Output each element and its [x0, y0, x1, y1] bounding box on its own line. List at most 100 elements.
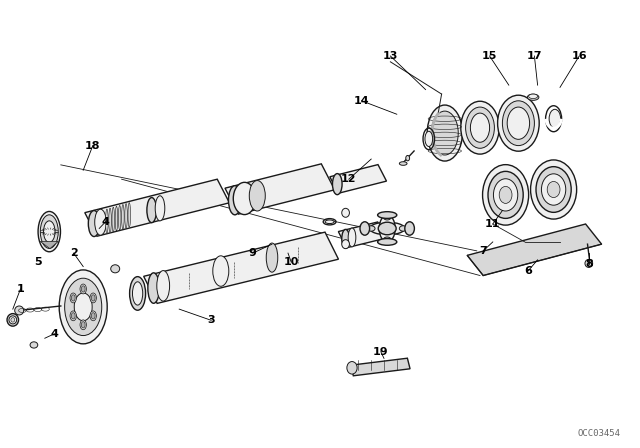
Ellipse shape — [399, 162, 407, 165]
Text: 6: 6 — [524, 266, 532, 276]
Ellipse shape — [428, 105, 463, 161]
Ellipse shape — [488, 172, 524, 219]
Ellipse shape — [148, 273, 159, 303]
Text: 14: 14 — [354, 96, 369, 106]
Ellipse shape — [406, 155, 410, 161]
Ellipse shape — [157, 271, 170, 301]
Ellipse shape — [155, 196, 165, 221]
Ellipse shape — [531, 160, 577, 219]
Ellipse shape — [212, 256, 229, 286]
Ellipse shape — [470, 113, 490, 142]
Polygon shape — [467, 224, 602, 276]
Ellipse shape — [547, 181, 560, 198]
Text: 12: 12 — [341, 174, 356, 184]
Ellipse shape — [128, 202, 131, 227]
Ellipse shape — [70, 311, 76, 321]
Ellipse shape — [90, 293, 97, 303]
Ellipse shape — [228, 186, 241, 215]
Text: 19: 19 — [373, 347, 388, 357]
Ellipse shape — [130, 276, 146, 310]
Ellipse shape — [95, 209, 106, 235]
Ellipse shape — [80, 320, 86, 330]
Ellipse shape — [360, 222, 370, 235]
Ellipse shape — [325, 220, 334, 224]
Ellipse shape — [92, 313, 95, 319]
Text: 8: 8 — [585, 259, 593, 269]
Ellipse shape — [425, 131, 433, 146]
Text: 11: 11 — [485, 219, 500, 229]
Ellipse shape — [30, 342, 38, 348]
Ellipse shape — [498, 95, 540, 151]
Polygon shape — [40, 241, 58, 249]
Ellipse shape — [118, 205, 121, 230]
Text: 13: 13 — [383, 51, 398, 61]
Ellipse shape — [502, 101, 534, 146]
Ellipse shape — [348, 228, 356, 247]
Ellipse shape — [499, 186, 512, 203]
Ellipse shape — [380, 215, 396, 242]
Ellipse shape — [405, 222, 415, 235]
Ellipse shape — [81, 286, 85, 292]
Ellipse shape — [111, 265, 120, 273]
Ellipse shape — [88, 211, 100, 237]
Ellipse shape — [234, 182, 256, 215]
Text: 3: 3 — [207, 315, 215, 325]
Ellipse shape — [106, 209, 108, 234]
Text: 10: 10 — [284, 257, 299, 267]
Ellipse shape — [541, 174, 566, 205]
Ellipse shape — [132, 282, 143, 305]
Polygon shape — [351, 358, 410, 376]
Ellipse shape — [549, 109, 561, 128]
Ellipse shape — [370, 222, 405, 235]
Polygon shape — [339, 222, 386, 248]
Ellipse shape — [399, 226, 407, 231]
Ellipse shape — [11, 318, 15, 322]
Ellipse shape — [71, 313, 75, 319]
Text: 1: 1 — [17, 284, 24, 294]
Ellipse shape — [44, 221, 55, 242]
Ellipse shape — [342, 229, 349, 248]
Ellipse shape — [81, 322, 85, 328]
Ellipse shape — [508, 107, 530, 139]
Ellipse shape — [15, 306, 24, 315]
Text: 4: 4 — [51, 329, 58, 339]
Ellipse shape — [333, 174, 342, 195]
Text: 18: 18 — [85, 141, 100, 151]
Ellipse shape — [378, 222, 396, 235]
Polygon shape — [330, 164, 387, 193]
Ellipse shape — [70, 293, 76, 303]
Ellipse shape — [115, 206, 118, 231]
Ellipse shape — [9, 316, 17, 324]
Text: 7: 7 — [479, 246, 487, 256]
Ellipse shape — [367, 226, 375, 231]
Ellipse shape — [112, 207, 115, 232]
Text: 9: 9 — [249, 248, 257, 258]
Ellipse shape — [342, 208, 349, 217]
Polygon shape — [143, 232, 339, 303]
Ellipse shape — [466, 107, 495, 148]
Ellipse shape — [266, 243, 278, 272]
Ellipse shape — [536, 167, 572, 212]
Text: OCC03454: OCC03454 — [578, 429, 621, 438]
Ellipse shape — [122, 204, 124, 229]
Text: 15: 15 — [482, 51, 497, 61]
Ellipse shape — [38, 211, 61, 252]
Ellipse shape — [109, 208, 111, 233]
Ellipse shape — [90, 311, 97, 321]
Ellipse shape — [493, 179, 518, 211]
Ellipse shape — [125, 203, 127, 228]
Text: 5: 5 — [35, 257, 42, 267]
Ellipse shape — [383, 237, 391, 242]
Text: 4: 4 — [102, 217, 109, 227]
Ellipse shape — [92, 295, 95, 301]
Text: 16: 16 — [572, 51, 587, 61]
Ellipse shape — [378, 238, 397, 246]
Ellipse shape — [71, 295, 75, 301]
Ellipse shape — [529, 94, 538, 99]
Ellipse shape — [7, 314, 19, 326]
Polygon shape — [225, 164, 335, 214]
Ellipse shape — [40, 215, 58, 249]
Ellipse shape — [347, 362, 357, 374]
Ellipse shape — [74, 293, 92, 321]
Ellipse shape — [585, 259, 593, 267]
